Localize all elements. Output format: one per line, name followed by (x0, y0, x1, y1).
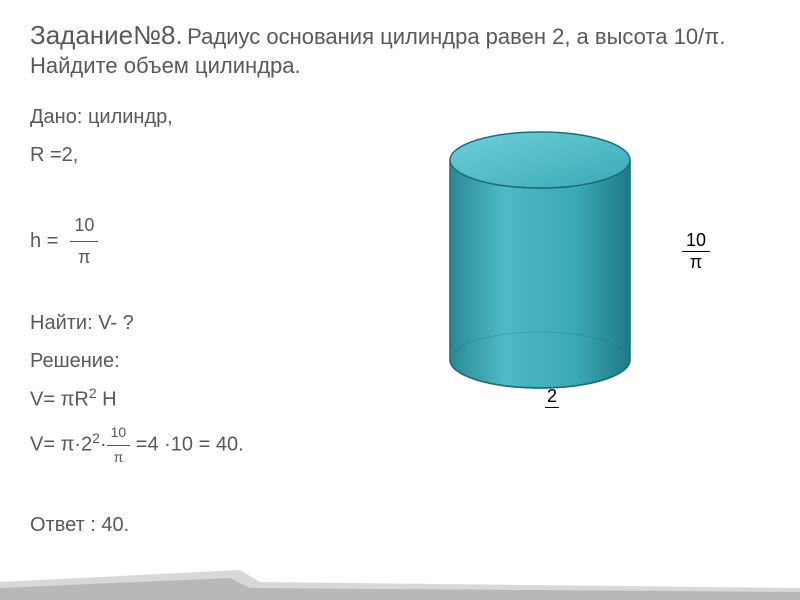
solution-text: Дано: цилиндр, R =2, h = 10 π Найти: V- … (30, 100, 390, 545)
slide-accent (0, 570, 800, 600)
find-line: Найти: V- ? (30, 306, 390, 340)
frac-num: 10 (70, 210, 98, 242)
given-radius: R =2, (30, 138, 390, 172)
task-number: Задание№8. (30, 20, 183, 50)
formula-line: V= πR2 H (30, 382, 390, 417)
frac-den: π (70, 242, 98, 273)
given-heading: Дано: цилиндр, (30, 100, 390, 134)
solution-heading: Решение: (30, 344, 390, 378)
height-label: 10 π (682, 230, 710, 273)
answer-line: Ответ : 40. (30, 508, 390, 542)
cylinder-svg (430, 120, 650, 400)
given-h-fraction: 10 π (70, 210, 98, 272)
cylinder-diagram: 10 π 2 (430, 120, 650, 400)
radius-label: 2 (545, 386, 559, 408)
diagram-h-num: 10 (682, 230, 710, 252)
calc-line: V= π·22·10π =4 ·10 = 40. (30, 421, 390, 470)
given-h-label: h = (30, 224, 58, 258)
diagram-h-den: π (682, 252, 710, 273)
